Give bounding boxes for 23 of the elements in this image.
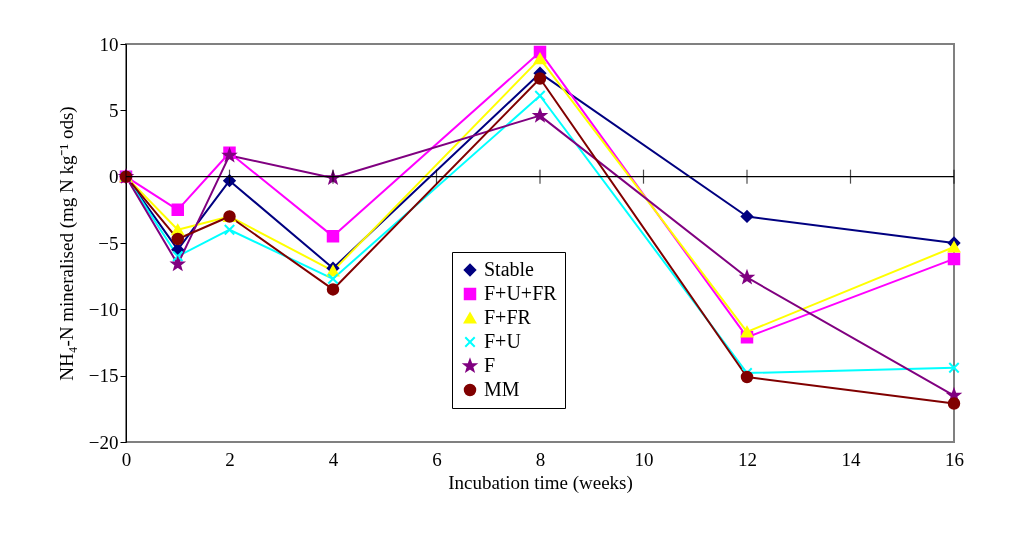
- x-axis-title: Incubation time (weeks): [448, 471, 633, 494]
- y-tick-label: 0: [109, 166, 119, 188]
- legend-label: Stable: [484, 258, 535, 280]
- x-tick-label: 8: [535, 448, 546, 470]
- y-tick-label: 5: [109, 99, 119, 121]
- legend-label: F+FR: [484, 306, 532, 328]
- legend-label: F+U+FR: [484, 282, 558, 304]
- x-tick-label: 4: [328, 448, 339, 470]
- y-tick-label: −5: [98, 232, 119, 254]
- x-tick-label: 6: [432, 448, 442, 470]
- x-tick-label: 14: [841, 448, 861, 470]
- legend-label: F+U: [484, 330, 522, 352]
- y-axis-title: NH₄-N mineralised (mg N kg⁻¹ ods): [55, 106, 78, 381]
- x-tick-label: 16: [945, 448, 964, 470]
- y-tick-label: −15: [88, 365, 119, 387]
- legend-label: F: [484, 354, 496, 376]
- legend-label: MM: [484, 378, 520, 400]
- x-tick-label: 12: [738, 448, 757, 470]
- y-tick-label: −20: [88, 431, 119, 453]
- y-tick-label: 10: [99, 33, 119, 55]
- y-tick-label: −10: [88, 298, 119, 320]
- x-tick-label: 2: [225, 448, 235, 470]
- x-tick-label: 10: [634, 448, 654, 470]
